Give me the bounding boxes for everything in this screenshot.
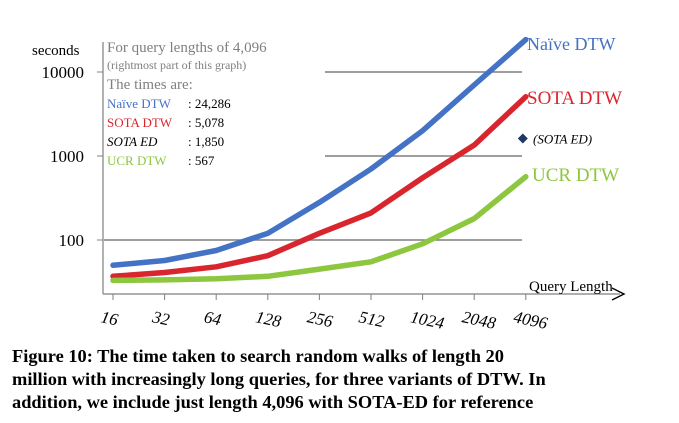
x-tick-label-64: 64	[202, 307, 223, 329]
series-line-ucr-dtw	[110, 173, 529, 284]
x-tick-label-512: 512	[357, 307, 386, 331]
annotation-row-value-1: : 24,286	[188, 96, 231, 111]
annotation-row-value-2: : 5,078	[188, 115, 224, 130]
annotation-row-value-3: : 1,850	[188, 134, 224, 149]
annotation-row-label-4: UCR DTW	[107, 153, 167, 168]
x-tick-label-2048: 2048	[460, 307, 498, 333]
x-tick-label-32: 32	[150, 307, 172, 329]
annotation-row-label-1: Naïve DTW	[107, 96, 172, 111]
annotation-line-2: (rightmost part of this graph)	[107, 58, 246, 72]
chart: 100 1000 10000 seconds Query Length 16 32 64 128…	[32, 34, 626, 333]
annotation-line-3: The times are:	[107, 77, 193, 93]
annotation-row-label-2: SOTA DTW	[107, 115, 173, 130]
series-line-sota-dtw	[110, 93, 529, 280]
caption-line-3: addition, we include just length 4,096 w…	[12, 392, 534, 412]
figure-caption: Figure 10: The time taken to search rand…	[12, 345, 662, 414]
sota-ed-point-marker	[517, 133, 528, 144]
x-tick-label-4096: 4096	[512, 307, 550, 333]
y-tick-label-10000: 10000	[42, 63, 85, 82]
series-label-ucr-dtw: UCR DTW	[532, 165, 619, 186]
annotation-row-label-3: SOTA ED	[107, 134, 158, 149]
annotation-row-value-4: : 567	[188, 153, 215, 168]
caption-line-2: million with increasingly long queries, …	[12, 369, 546, 389]
x-axis-arrow	[611, 287, 626, 301]
series-label-sota-dtw: SOTA DTW	[527, 88, 622, 109]
y-tick-label-1000: 1000	[50, 147, 84, 166]
caption-line-1: Figure 10: The time taken to search rand…	[12, 346, 504, 366]
series-line-na-ve-dtw	[110, 36, 529, 269]
x-tick-label-128: 128	[254, 307, 283, 331]
x-tick-label-256: 256	[306, 307, 335, 331]
annotation-line-1: For query lengths of 4,096	[107, 40, 267, 56]
x-axis-label: Query Length	[529, 279, 613, 295]
y-tick-label-100: 100	[59, 231, 85, 250]
series-label-na-ve-dtw: Naïve DTW	[527, 34, 615, 54]
x-tick-label-16: 16	[99, 307, 120, 329]
y-axis-label: seconds	[32, 43, 80, 59]
x-tick-label-1024: 1024	[409, 307, 447, 333]
sota-ed-point-label: (SOTA ED)	[533, 132, 592, 147]
